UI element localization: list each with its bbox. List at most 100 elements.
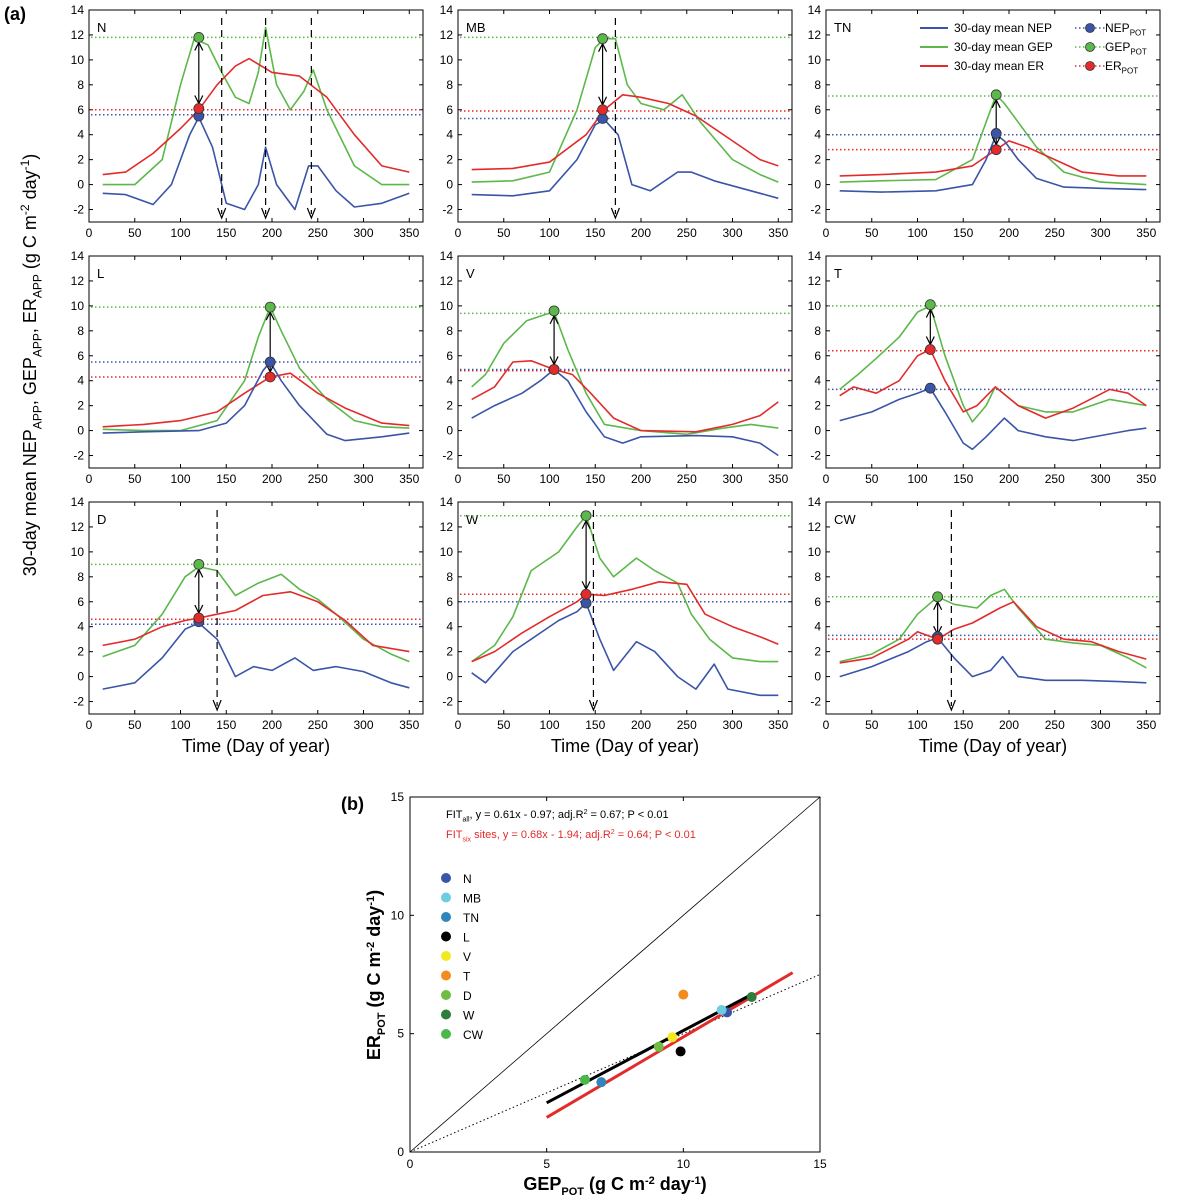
y-tick-label: -2 (810, 203, 821, 217)
panel-label: W (466, 512, 479, 527)
y-tick-label: 2 (77, 153, 84, 167)
nep-pot-marker (990, 128, 1002, 139)
y-tick-label: 10 (440, 53, 454, 67)
legend-marker (1085, 23, 1095, 33)
x-tick-label: 200 (262, 718, 282, 732)
y-tick-label: -2 (442, 695, 453, 709)
nep-series (471, 368, 779, 457)
gep-series (471, 311, 779, 436)
gep-series (102, 566, 410, 663)
y-tick-label: 8 (446, 570, 453, 584)
x-tick-label: 300 (723, 718, 743, 732)
x-tick-label: 200 (631, 472, 651, 486)
x-tick-label: 250 (1045, 472, 1065, 486)
x-tick-label: 250 (677, 472, 697, 486)
y-axis-label-b: ERPOT (g C m-2 day-1) (364, 890, 388, 1060)
nep-pot-marker (264, 356, 276, 368)
er-series (839, 348, 1147, 419)
er-pot-marker (990, 144, 1002, 156)
y-tick-label: 0 (814, 424, 821, 438)
x-tick-label: 350 (768, 472, 788, 486)
x-tick-label: 200 (262, 472, 282, 486)
er-pot-marker (264, 371, 276, 383)
one-to-one-line (409, 796, 821, 1153)
x-tick-label: 100 (907, 718, 927, 732)
y-tick-label: 12 (71, 28, 85, 42)
panel-frame (88, 501, 424, 715)
x-tick-label: 50 (497, 718, 511, 732)
legend-label: V (463, 950, 471, 964)
gep-pot-marker (264, 301, 276, 313)
legend-label: GEPPOT (1105, 40, 1147, 57)
y-tick-label: -2 (810, 449, 821, 463)
y-tick-label: 10 (440, 545, 454, 559)
y-tick-label: -2 (73, 695, 84, 709)
y-tick-label: 10 (808, 299, 822, 313)
scatter-point-mb (716, 1005, 727, 1015)
nep-series (839, 637, 1147, 684)
x-tick-label: 0 (86, 226, 93, 240)
x-tick-label: 0 (407, 1157, 414, 1171)
panel-frame (825, 501, 1161, 715)
x-axis-label: Time (Day of year) (551, 736, 699, 756)
x-tick-label: 300 (1091, 472, 1111, 486)
nep-series (102, 361, 410, 442)
x-tick-label: 0 (86, 472, 93, 486)
panel-label: V (466, 266, 475, 281)
legend-label: CW (463, 1028, 484, 1042)
x-tick-label: 350 (768, 226, 788, 240)
x-tick-label: 300 (723, 472, 743, 486)
panel-frame (457, 255, 793, 469)
y-tick-label: 5 (397, 1027, 404, 1041)
er-series (102, 591, 410, 653)
y-tick-label: 10 (808, 545, 822, 559)
panel-frame (88, 255, 424, 469)
x-tick-label: 300 (354, 472, 374, 486)
y-tick-label: 14 (440, 3, 454, 17)
y-tick-label: 0 (397, 1145, 404, 1159)
x-tick-label: 250 (1045, 226, 1065, 240)
x-tick-label: 50 (128, 226, 142, 240)
gep-pot-marker (924, 299, 936, 311)
y-tick-label: 14 (808, 495, 822, 509)
legend-label: ERPOT (1105, 59, 1138, 76)
y-tick-label: 2 (77, 399, 84, 413)
legend-marker (441, 1029, 451, 1039)
y-axis-label: 30-day mean NEPAPP, GEPAPP, ERAPP (g C m… (18, 154, 44, 577)
x-tick-label: 50 (128, 472, 142, 486)
x-tick-label: 300 (354, 226, 374, 240)
y-tick-label: 2 (446, 645, 453, 659)
legend-label: W (463, 1009, 475, 1023)
nep-series (102, 622, 410, 690)
x-tick-label: 0 (455, 718, 462, 732)
x-tick-label: 0 (823, 226, 830, 240)
x-tick-label: 250 (1045, 718, 1065, 732)
er-pot-marker (193, 612, 205, 624)
arrow-head (946, 699, 956, 712)
y-tick-label: 14 (71, 3, 85, 17)
legend-marker (441, 931, 451, 942)
nep-series (102, 116, 410, 211)
x-tick-label: 200 (999, 472, 1019, 486)
x-tick-label: 150 (585, 472, 605, 486)
y-tick-label: 14 (808, 249, 822, 263)
legend-marker (441, 873, 451, 883)
x-tick-label: 50 (865, 226, 879, 240)
x-tick-label: 100 (907, 226, 927, 240)
y-tick-label: -2 (73, 449, 84, 463)
er-pot-marker (924, 344, 936, 355)
gep-series (471, 514, 779, 663)
y-tick-label: 6 (77, 349, 84, 363)
nep-series (839, 387, 1147, 451)
legend-label: TN (463, 911, 479, 925)
y-tick-label: 8 (77, 78, 84, 92)
er-series (839, 601, 1147, 664)
gep-pot-marker (597, 33, 608, 45)
y-tick-label: 10 (440, 299, 454, 313)
x-axis-label-b: GEPPOT (g C m-2 day-1) (523, 1174, 706, 1198)
y-tick-label: 6 (446, 595, 453, 609)
y-tick-label: 6 (77, 595, 84, 609)
